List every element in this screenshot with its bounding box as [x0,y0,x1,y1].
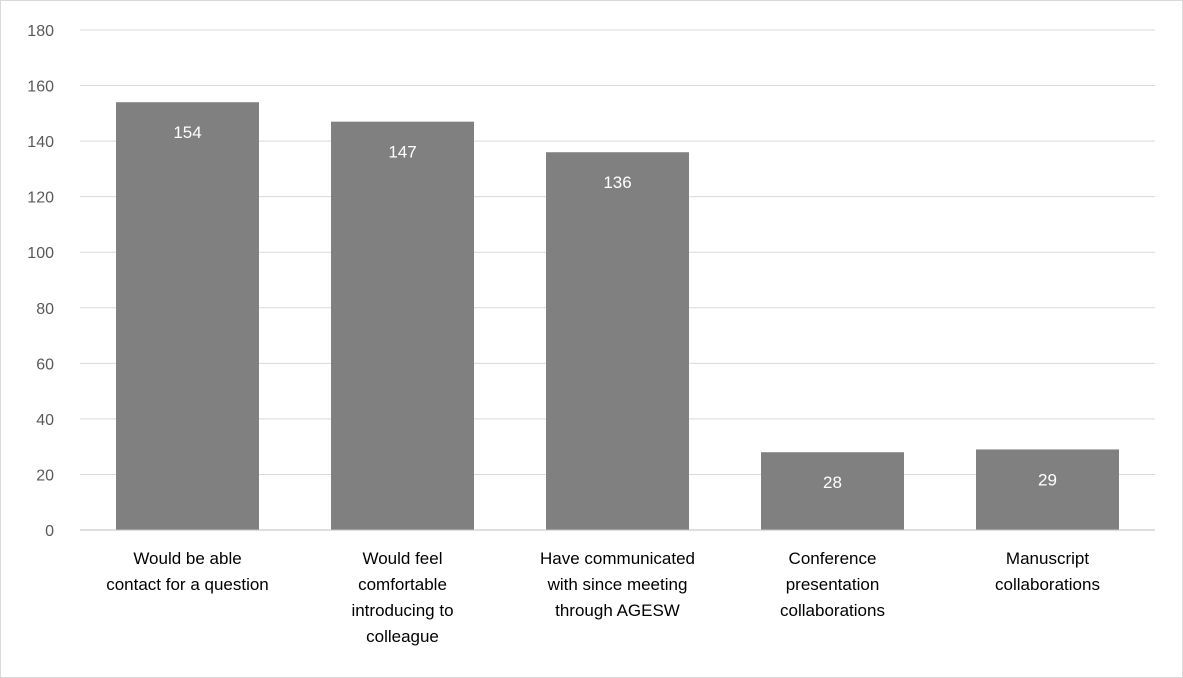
category-label-line: contact for a question [106,575,269,594]
data-label: 29 [1038,470,1057,489]
category-label-line: Would be able [133,549,241,568]
category-label-line: collaborations [995,575,1100,594]
category-label-line: Would feel [362,549,442,568]
category-label-line: with since meeting [547,575,688,594]
y-tick-label: 60 [36,356,54,373]
category-label-line: Conference [789,549,877,568]
category-label-line: Manuscript [1006,549,1089,568]
data-label: 136 [603,173,631,192]
y-tick-label: 160 [27,79,54,96]
bar [331,121,474,531]
data-labels: 154 147 136 28 29 [173,123,1057,492]
category-label-line: comfortable [358,575,447,594]
data-label: 154 [173,123,201,142]
y-tick-label: 100 [27,245,54,262]
data-label: 147 [388,143,416,162]
category-label: Would feel comfortable introducing to colle… [351,549,453,646]
category-label: Conference presentation collaborations [780,549,885,620]
y-tick-label: 40 [36,412,54,429]
bar [761,452,904,530]
x-axis-categories: Would be able contact for a questionWould… [106,549,1100,646]
category-label: Would be able contact for a question [106,549,269,594]
category-label-line: introducing to [351,601,453,620]
y-tick-label: 20 [36,467,54,484]
category-label-line: through AGESW [555,601,680,620]
category-label-line: collaborations [780,601,885,620]
category-label: Manuscript collaborations [995,549,1100,594]
y-tick-label: 80 [36,301,54,318]
bars [116,102,1119,531]
bar [546,152,689,530]
category-label: Have communicated with since meeting throu… [540,549,695,620]
category-label-line: presentation [786,575,880,594]
y-tick-label: 120 [27,190,54,207]
y-axis-ticks: 0 20 40 60 80 100 120 140 160 180 [27,23,54,540]
category-label-line: Have communicated [540,549,695,568]
y-tick-label: 180 [27,23,54,40]
category-label-line: colleague [366,627,439,646]
y-tick-label: 140 [27,134,54,151]
data-label: 28 [823,473,842,492]
bar [116,102,259,530]
bar [976,449,1119,530]
y-tick-label: 0 [45,523,54,540]
